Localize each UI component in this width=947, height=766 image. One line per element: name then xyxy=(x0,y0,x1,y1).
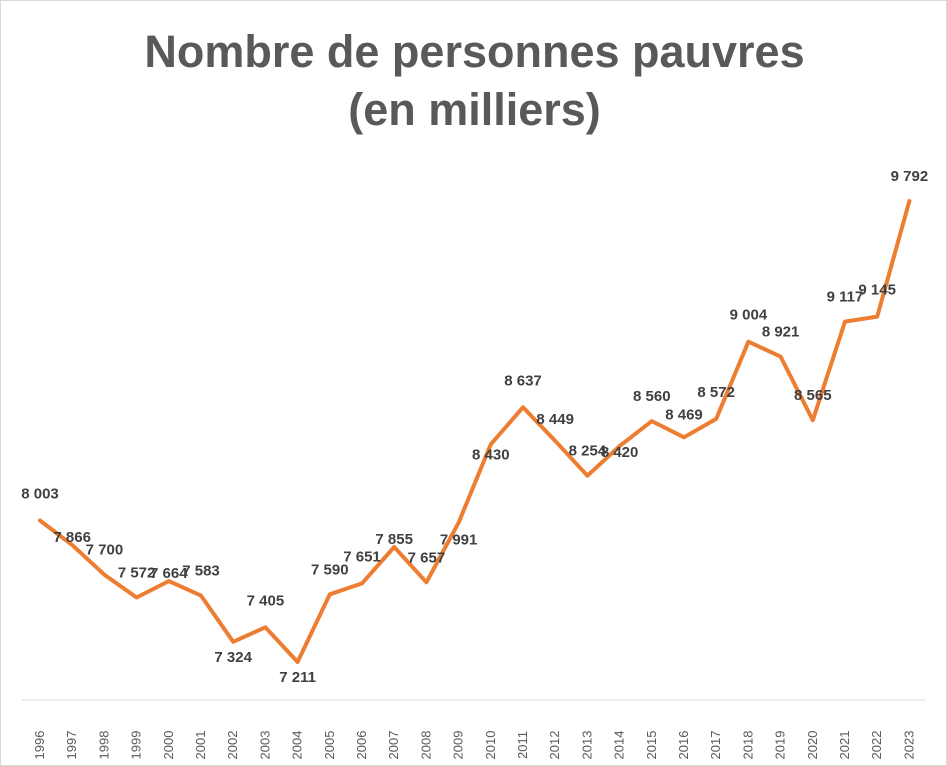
x-tick-label: 1996 xyxy=(32,731,47,760)
x-tick-label: 2006 xyxy=(354,731,369,760)
data-label: 7 324 xyxy=(214,649,252,666)
x-tick-label: 2001 xyxy=(193,731,208,760)
x-tick-label: 2007 xyxy=(386,731,401,760)
x-tick-label: 2017 xyxy=(708,731,723,760)
data-label: 7 651 xyxy=(343,548,381,565)
data-label: 7 657 xyxy=(408,549,446,566)
x-tick-label: 2005 xyxy=(322,731,337,760)
x-tick-label: 2008 xyxy=(418,731,433,760)
data-label: 8 420 xyxy=(601,444,639,461)
x-tick-label: 2011 xyxy=(515,731,530,759)
data-label: 8 254 xyxy=(569,443,607,460)
x-tick-label: 2022 xyxy=(869,731,884,760)
data-label: 8 637 xyxy=(504,372,542,389)
x-tick-label: 2010 xyxy=(483,731,498,760)
x-tick-label: 2015 xyxy=(644,731,659,760)
x-tick-label: 2004 xyxy=(290,731,305,760)
data-label: 8 469 xyxy=(665,406,703,423)
data-label: 7 991 xyxy=(440,532,478,549)
x-tick-label: 1997 xyxy=(64,731,79,760)
x-tick-label: 2014 xyxy=(612,731,627,760)
data-label: 7 583 xyxy=(182,563,220,580)
x-tick-label: 2016 xyxy=(676,731,691,760)
data-label: 9 145 xyxy=(858,282,896,299)
x-tick-label: 2003 xyxy=(257,731,272,760)
x-tick-label: 2009 xyxy=(451,731,466,760)
x-axis-tick-labels: 1996 1997 1998 1999 2000 2001 2002 2003 2004 2005… xyxy=(32,731,916,760)
data-label: 9 004 xyxy=(730,307,768,324)
x-tick-label: 2019 xyxy=(773,731,788,760)
data-label: 8 565 xyxy=(794,387,832,404)
data-label: 8 430 xyxy=(472,446,510,463)
x-tick-label: 1998 xyxy=(96,731,111,760)
data-label: 9 117 xyxy=(827,289,864,306)
x-tick-label: 2018 xyxy=(740,731,755,760)
data-label: 8 560 xyxy=(633,388,671,405)
data-label: 7 572 xyxy=(118,565,156,582)
data-label: 8 572 xyxy=(697,384,735,401)
data-label: 7 664 xyxy=(150,565,188,582)
x-tick-label: 2023 xyxy=(901,731,916,760)
chart-title-line-2: (en milliers) xyxy=(348,84,601,135)
data-label: 9 792 xyxy=(891,168,929,185)
data-label: 7 211 xyxy=(279,669,316,686)
data-label: 7 855 xyxy=(375,531,413,548)
data-label: 8 921 xyxy=(762,324,800,341)
data-label: 8 449 xyxy=(536,411,574,428)
data-label: 7 866 xyxy=(53,529,91,546)
data-label: 7 700 xyxy=(86,542,124,559)
chart-title-line-1: Nombre de personnes pauvres xyxy=(144,26,805,77)
x-tick-label: 2013 xyxy=(579,731,594,760)
data-label: 7 590 xyxy=(311,561,349,578)
x-tick-label: 2021 xyxy=(837,731,852,760)
data-label: 7 405 xyxy=(247,592,285,609)
x-tick-label: 2002 xyxy=(225,731,240,760)
x-tick-label: 2020 xyxy=(805,731,820,760)
x-tick-label: 1999 xyxy=(129,731,144,760)
chart-title: Nombre de personnes pauvres (en milliers… xyxy=(1,23,947,139)
x-tick-label: 2012 xyxy=(547,731,562,760)
series-line xyxy=(38,199,912,664)
x-tick-label: 2000 xyxy=(161,731,176,760)
data-label: 8 003 xyxy=(21,486,59,503)
